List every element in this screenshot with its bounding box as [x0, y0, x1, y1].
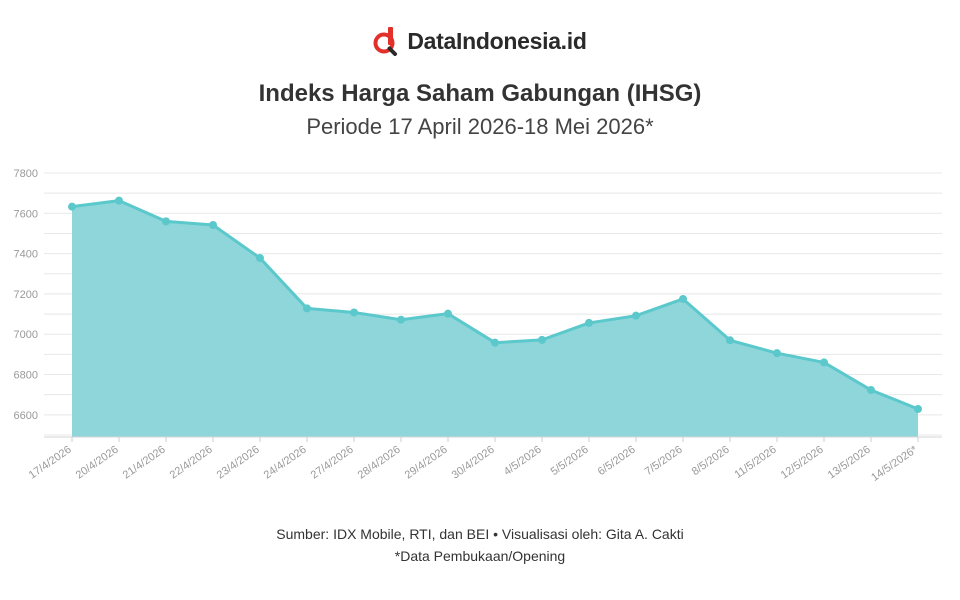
brand-header: DataIndonesia.id	[0, 26, 960, 56]
x-tick-label: 11/5/2026	[732, 444, 778, 481]
x-tick-label: 13/5/2026	[826, 444, 873, 482]
chart-subtitle: Periode 17 April 2026-18 Mei 2026*	[306, 114, 654, 139]
y-tick-label: 6800	[14, 370, 38, 382]
x-tick-label: 12/5/2026	[779, 444, 826, 482]
data-point	[726, 336, 734, 345]
area-fill	[72, 200, 918, 437]
data-point	[491, 338, 499, 347]
x-tick-label: 14/5/2026*	[869, 443, 920, 484]
x-tick-label: 21/4/2026	[121, 444, 168, 482]
data-point	[820, 358, 828, 367]
footnote: *Data Pembukaan/Opening	[394, 548, 566, 564]
x-tick-label: 27/4/2026	[309, 444, 356, 482]
magnifier-d-logo-icon	[373, 27, 398, 56]
y-tick-label: 7800	[14, 168, 38, 180]
data-point	[256, 254, 264, 263]
x-tick-label: 4/5/2026	[502, 444, 544, 478]
brand-name: DataIndonesia.id	[407, 27, 587, 54]
data-point	[444, 309, 452, 318]
x-tick-label: 5/5/2026	[549, 444, 591, 478]
data-point	[773, 349, 781, 358]
y-tick-label: 7400	[14, 249, 38, 261]
data-point	[538, 335, 546, 344]
x-axis: 17/4/2026 20/4/2026 21/4/2026 22/4/2026 23/4…	[27, 436, 942, 484]
data-point	[350, 308, 358, 317]
y-tick-label: 7600	[14, 208, 38, 220]
data-point	[162, 217, 170, 226]
x-tick-label: 8/5/2026	[690, 444, 732, 478]
data-point	[209, 220, 217, 229]
x-tick-label: 22/4/2026	[168, 444, 215, 482]
data-point	[632, 311, 640, 320]
x-tick-label: 23/4/2026	[215, 444, 262, 482]
data-point	[679, 294, 687, 303]
x-tick-label: 6/5/2026	[596, 444, 638, 478]
area-series	[71, 199, 919, 437]
data-point	[867, 386, 875, 395]
data-point	[303, 304, 311, 313]
source-credit: Sumber: IDX Mobile, RTI, dan BEI • Visua…	[276, 526, 684, 542]
x-tick-label: 7/5/2026	[643, 444, 685, 478]
ihsg-area-chart: 6600 6800 7000 7200 7400 7600 7800 17/4/2026 20…	[14, 168, 942, 484]
data-point	[115, 196, 123, 205]
y-tick-label: 7200	[14, 289, 38, 301]
y-axis: 6600 6800 7000 7200 7400 7600 7800	[14, 168, 38, 422]
chart-title: Indeks Harga Saham Gabungan (IHSG)	[258, 80, 702, 107]
data-point	[397, 315, 405, 324]
data-points	[68, 196, 922, 413]
x-tick-label: 24/4/2026	[262, 444, 309, 482]
data-point	[914, 404, 922, 413]
data-point	[68, 202, 76, 211]
y-tick-label: 7000	[14, 329, 38, 341]
y-tick-label: 6600	[14, 410, 38, 422]
x-tick-label: 20/4/2026	[74, 444, 121, 482]
x-tick-label: 29/4/2026	[403, 444, 450, 482]
x-tick-label: 30/4/2026	[450, 444, 497, 482]
data-point	[585, 318, 593, 327]
x-tick-label: 17/4/2026	[27, 444, 74, 482]
x-tick-label: 28/4/2026	[356, 444, 403, 482]
